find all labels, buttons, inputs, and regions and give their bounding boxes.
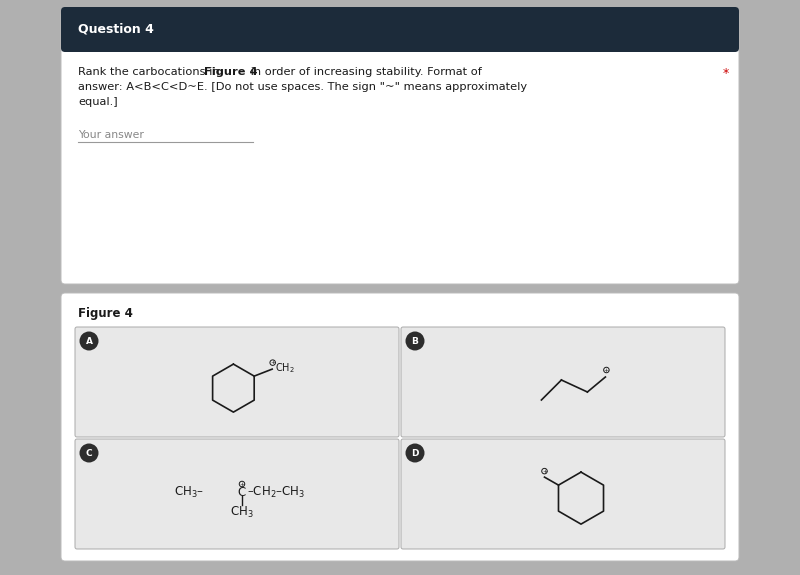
- FancyBboxPatch shape: [61, 293, 739, 561]
- Text: Figure 4: Figure 4: [78, 307, 133, 320]
- Text: +: +: [542, 469, 547, 474]
- Text: CH$_2$: CH$_2$: [275, 361, 295, 375]
- Circle shape: [406, 443, 425, 462]
- FancyBboxPatch shape: [401, 439, 725, 549]
- Text: answer: A<B<C<D~E. [Do not use spaces. The sign "~" means approximately: answer: A<B<C<D~E. [Do not use spaces. T…: [78, 82, 527, 92]
- Text: in order of increasing stability. Format of: in order of increasing stability. Format…: [247, 67, 482, 77]
- Circle shape: [79, 332, 98, 351]
- Text: +: +: [604, 367, 609, 373]
- FancyBboxPatch shape: [61, 11, 739, 284]
- Circle shape: [79, 443, 98, 462]
- Text: C: C: [86, 448, 92, 458]
- Text: D: D: [411, 448, 418, 458]
- Circle shape: [406, 332, 425, 351]
- Text: equal.]: equal.]: [78, 97, 118, 107]
- FancyBboxPatch shape: [61, 7, 739, 52]
- Text: C: C: [238, 485, 246, 499]
- Text: +: +: [239, 481, 245, 486]
- Text: +: +: [270, 360, 275, 365]
- Text: B: B: [411, 336, 418, 346]
- Text: A: A: [86, 336, 93, 346]
- FancyBboxPatch shape: [75, 439, 399, 549]
- Text: Figure 4: Figure 4: [204, 67, 258, 77]
- FancyBboxPatch shape: [65, 28, 735, 48]
- Text: Question 4: Question 4: [78, 22, 154, 36]
- Text: Your answer: Your answer: [78, 130, 144, 140]
- FancyBboxPatch shape: [401, 327, 725, 437]
- Text: CH$_3$–: CH$_3$–: [174, 485, 204, 500]
- Text: Rank the carbocations in: Rank the carbocations in: [78, 67, 223, 77]
- Text: –CH$_2$–CH$_3$: –CH$_2$–CH$_3$: [247, 485, 305, 500]
- FancyBboxPatch shape: [75, 327, 399, 437]
- Text: CH$_3$: CH$_3$: [230, 504, 254, 520]
- Text: *: *: [723, 67, 730, 80]
